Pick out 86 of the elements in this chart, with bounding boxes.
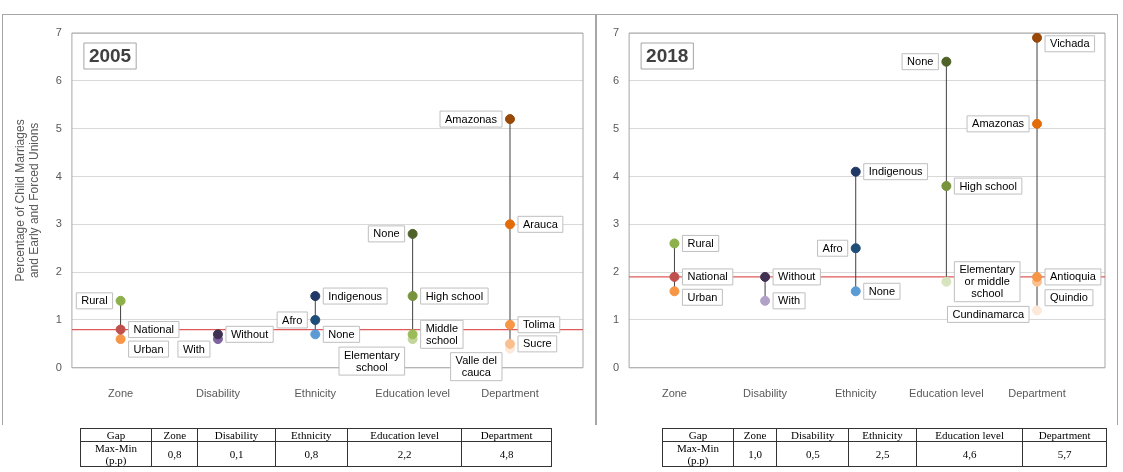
series-label: High school bbox=[425, 289, 484, 302]
text: 0,1 bbox=[229, 448, 244, 460]
series-label: Valle del cauca bbox=[455, 354, 497, 379]
y-tick-label: 2 bbox=[55, 265, 62, 278]
series-label: Arauca bbox=[522, 217, 559, 230]
text: 0,5 bbox=[805, 448, 820, 460]
series-label: Cundinamarca bbox=[952, 307, 1025, 320]
x-tick-label: Education level bbox=[375, 387, 450, 400]
text: Max-Min (p.p) bbox=[662, 441, 734, 467]
y-tick-label: 3 bbox=[55, 217, 62, 230]
series-label: Afro bbox=[822, 241, 843, 254]
x-tick-label: Disability bbox=[195, 387, 241, 400]
y-tick-label: 3 bbox=[612, 217, 620, 230]
text: 0,8 bbox=[167, 448, 182, 460]
x-tick-label: Zone bbox=[661, 387, 687, 400]
series-label: High school bbox=[959, 179, 1017, 192]
series-label: Without bbox=[778, 270, 816, 283]
x-tick-label: Department bbox=[481, 387, 539, 400]
category-label: Ethnicity bbox=[848, 428, 917, 442]
text: 4,8 bbox=[499, 448, 514, 460]
series-label: Elementary school bbox=[344, 348, 401, 373]
series-label: Without bbox=[230, 327, 269, 340]
y-tick-label: 1 bbox=[612, 313, 620, 325]
series-label: None bbox=[373, 227, 400, 240]
series-label: Urban bbox=[133, 342, 164, 355]
y-tick-label: 4 bbox=[55, 169, 62, 182]
x-tick-label: Education level bbox=[909, 387, 984, 400]
text: 2018 bbox=[646, 45, 689, 67]
y-tick-label: 5 bbox=[612, 121, 620, 134]
series-label: None bbox=[328, 327, 355, 340]
text: 0,8 bbox=[304, 448, 319, 460]
text: 2,5 bbox=[875, 448, 890, 460]
series-label: None bbox=[907, 55, 934, 68]
text: 2005 bbox=[88, 45, 132, 67]
series-label: Indigenous bbox=[868, 165, 924, 178]
y-tick-label: 4 bbox=[612, 169, 620, 182]
category-label: Department bbox=[1022, 428, 1107, 442]
series-label: With bbox=[778, 294, 801, 307]
y-axis-title: Percentage of Child Marriages and Early and Forced Unions bbox=[12, 119, 41, 282]
y-tick-label: 7 bbox=[55, 26, 62, 39]
y-tick-label: 2 bbox=[612, 265, 620, 278]
series-label: Afro bbox=[282, 313, 303, 326]
series-label: Elementary or middle school bbox=[959, 263, 1016, 300]
series-label: Vichada bbox=[1050, 37, 1091, 50]
series-label: Indigenous bbox=[328, 289, 383, 302]
category-label: Disability bbox=[197, 428, 276, 442]
series-label: With bbox=[182, 342, 205, 355]
x-tick-label: Zone bbox=[108, 387, 134, 400]
text: 4,6 bbox=[962, 448, 977, 460]
series-label: National bbox=[687, 270, 728, 283]
series-label: Amazonas bbox=[972, 117, 1025, 130]
series-label: Urban bbox=[687, 290, 718, 303]
series-label: National bbox=[133, 323, 174, 336]
category-label: Zone bbox=[733, 428, 777, 442]
y-tick-label: 6 bbox=[612, 73, 620, 86]
x-tick-label: Department bbox=[1008, 387, 1066, 400]
series-label: Middle school bbox=[425, 321, 459, 346]
series-label: Quindio bbox=[1050, 291, 1088, 304]
text: Gap bbox=[80, 428, 152, 442]
series-label: Rural bbox=[81, 294, 108, 307]
category-label: Education level bbox=[347, 428, 462, 442]
category-label: Education level bbox=[916, 428, 1023, 442]
x-tick-label: Disability bbox=[743, 387, 788, 400]
series-label: None bbox=[868, 284, 896, 297]
text: Max-Min (p.p) bbox=[80, 441, 152, 467]
text: 2,2 bbox=[397, 448, 412, 460]
y-tick-label: 1 bbox=[55, 313, 62, 325]
series-label: Antioquia bbox=[1050, 270, 1097, 283]
category-label: Department bbox=[461, 428, 552, 442]
text: 5,7 bbox=[1057, 448, 1072, 460]
text: 1,0 bbox=[748, 448, 763, 460]
series-label: Amazonas bbox=[445, 112, 498, 125]
text: Gap bbox=[662, 428, 734, 442]
y-tick-label: 5 bbox=[55, 121, 62, 134]
x-tick-label: Ethnicity bbox=[834, 387, 878, 400]
x-tick-label: Ethnicity bbox=[294, 387, 337, 400]
series-label: Rural bbox=[687, 236, 714, 249]
series-label: Sucre bbox=[522, 337, 552, 350]
series-label: Tolima bbox=[522, 318, 556, 331]
y-tick-label: 0 bbox=[612, 360, 620, 373]
category-label: Ethnicity bbox=[275, 428, 348, 442]
category-label: Zone bbox=[151, 428, 198, 442]
category-label: Disability bbox=[776, 428, 849, 442]
y-tick-label: 0 bbox=[55, 360, 62, 373]
y-tick-label: 6 bbox=[55, 73, 62, 86]
y-tick-label: 7 bbox=[612, 26, 620, 39]
